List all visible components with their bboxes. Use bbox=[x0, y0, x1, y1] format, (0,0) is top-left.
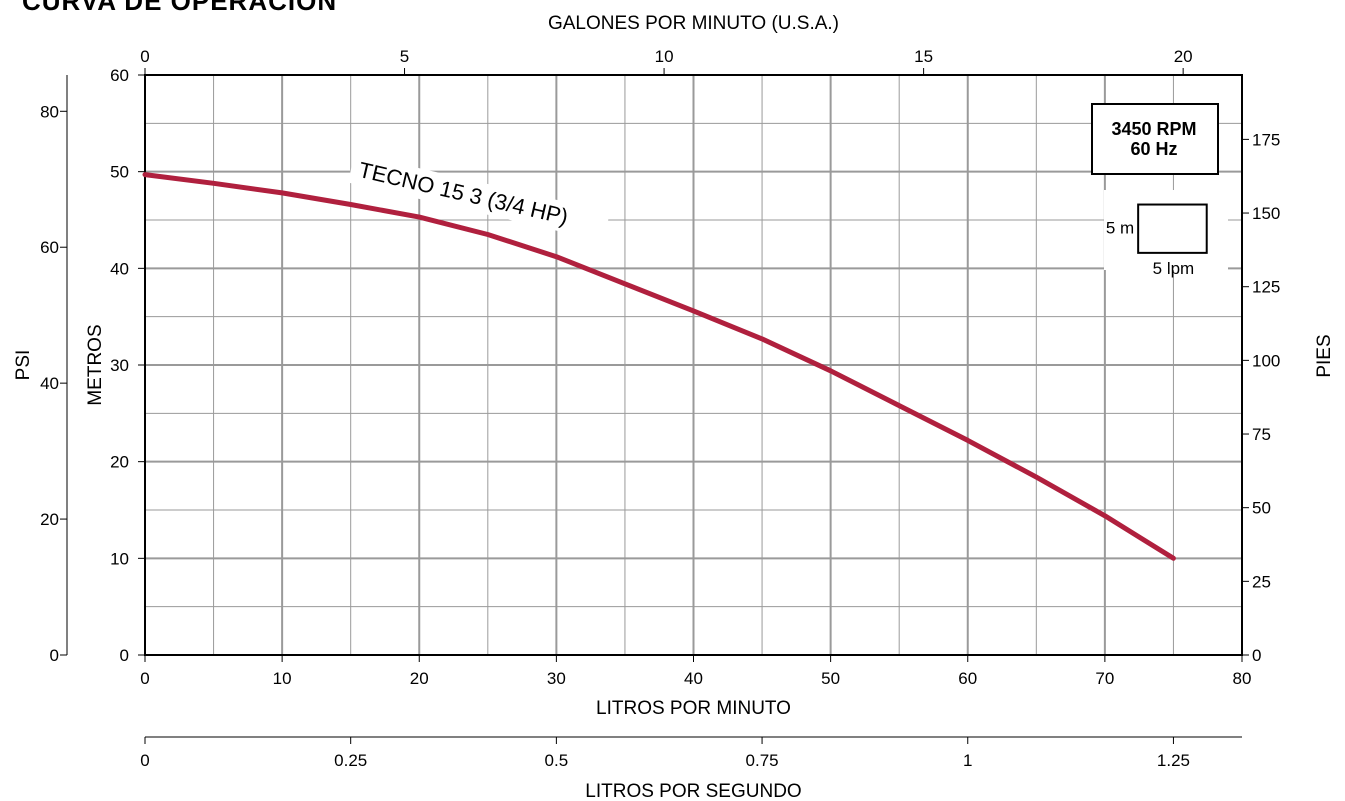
scale-lpm-label: 5 lpm bbox=[1153, 259, 1195, 278]
x-lpm-tick-label: 20 bbox=[410, 669, 429, 688]
y-feet-tick-label: 150 bbox=[1252, 204, 1280, 223]
scale-box bbox=[1137, 203, 1208, 254]
curve-label-backing bbox=[347, 153, 610, 242]
chart-title: CURVA DE OPERACIÓN bbox=[22, 0, 338, 16]
x-lps-axis-label: LITROS POR SEGUNDO bbox=[585, 781, 801, 801]
y-feet-tick-label: 50 bbox=[1252, 499, 1271, 518]
y-metres-tick-label: 50 bbox=[110, 163, 129, 182]
y-psi-tick-label: 40 bbox=[40, 374, 59, 393]
hz-label: 60 Hz bbox=[1130, 139, 1177, 159]
y-feet-axis-label: PIES bbox=[1314, 334, 1335, 377]
y-feet-tick-label: 75 bbox=[1252, 425, 1271, 444]
x-gpm-axis-label: GALONES POR MINUTO (U.S.A.) bbox=[548, 13, 839, 34]
x-lpm-tick-label: 50 bbox=[821, 669, 840, 688]
x-lps-tick-label: 0.5 bbox=[545, 751, 569, 770]
x-lpm-tick-label: 30 bbox=[547, 669, 566, 688]
y-metres-axis-label: METROS bbox=[85, 324, 106, 405]
y-metres-tick-label: 0 bbox=[120, 646, 129, 665]
rpm-box bbox=[1091, 103, 1219, 175]
x-lpm-tick-label: 60 bbox=[958, 669, 977, 688]
y-feet-tick-label: 100 bbox=[1252, 351, 1280, 370]
y-metres-tick-label: 60 bbox=[110, 66, 129, 85]
curve-label-text: TECNO 15 3 (3/4 HP) bbox=[356, 157, 570, 229]
y-psi-tick-label: 80 bbox=[40, 102, 59, 121]
y-psi-axis-label: PSI bbox=[13, 350, 34, 381]
scale-metres-label: 5 m bbox=[1106, 219, 1134, 238]
x-lpm-axis-label: LITROS POR MINUTO bbox=[596, 698, 791, 719]
y-psi-tick-label: 20 bbox=[40, 510, 59, 529]
x-gpm-tick-label: 15 bbox=[914, 47, 933, 66]
y-feet-tick-label: 25 bbox=[1252, 572, 1271, 591]
y-feet-tick-label: 125 bbox=[1252, 278, 1280, 297]
x-gpm-tick-label: 20 bbox=[1174, 47, 1193, 66]
y-feet-tick-label: 0 bbox=[1252, 646, 1261, 665]
x-lpm-tick-label: 80 bbox=[1233, 669, 1252, 688]
y-metres-tick-label: 40 bbox=[110, 259, 129, 278]
y-psi-tick-label: 60 bbox=[40, 238, 59, 257]
y-metres-tick-label: 10 bbox=[110, 549, 129, 568]
x-lpm-tick-label: 0 bbox=[140, 669, 149, 688]
x-gpm-tick-label: 10 bbox=[655, 47, 674, 66]
x-gpm-tick-label: 0 bbox=[140, 47, 149, 66]
x-lps-tick-label: 0.25 bbox=[334, 751, 367, 770]
y-metres-tick-label: 20 bbox=[110, 453, 129, 472]
x-lpm-tick-label: 40 bbox=[684, 669, 703, 688]
x-lps-tick-label: 1 bbox=[963, 751, 972, 770]
x-lpm-tick-label: 70 bbox=[1095, 669, 1114, 688]
x-gpm-tick-label: 5 bbox=[400, 47, 409, 66]
y-metres-tick-label: 30 bbox=[110, 356, 129, 375]
x-lps-tick-label: 0.75 bbox=[746, 751, 779, 770]
x-lps-tick-label: 1.25 bbox=[1157, 751, 1190, 770]
x-lpm-tick-label: 10 bbox=[273, 669, 292, 688]
x-lps-tick-label: 0 bbox=[140, 751, 149, 770]
y-feet-tick-label: 175 bbox=[1252, 130, 1280, 149]
rpm-label: 3450 RPM bbox=[1111, 119, 1196, 139]
performance-curve bbox=[142, 172, 1176, 561]
curve-label: TECNO 15 3 (3/4 HP) bbox=[347, 153, 610, 242]
y-psi-tick-label: 0 bbox=[50, 646, 59, 665]
